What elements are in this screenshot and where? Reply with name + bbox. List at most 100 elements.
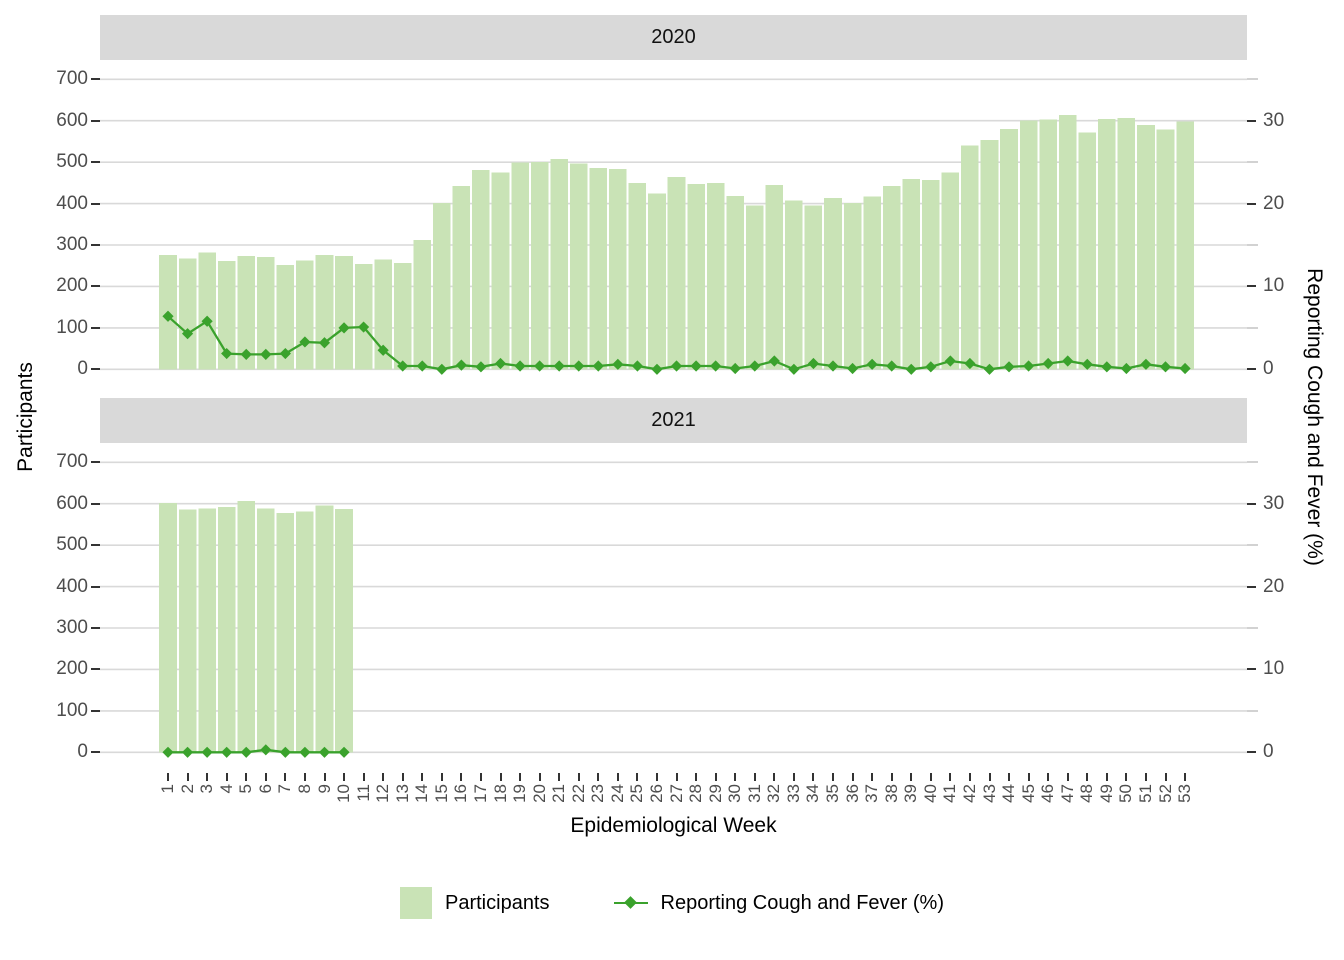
x-week-label: 47 [1057,784,1077,803]
participants-bar [1176,121,1194,370]
x-tick-mark [773,773,776,781]
y-left-tick-mark [91,668,100,671]
cough-fever-point [162,310,174,322]
cough-fever-point [749,360,761,372]
x-tick-mark [284,773,287,781]
y-left-tick-label: 700 [56,451,88,473]
cough-fever-point [573,360,585,372]
cough-fever-point [1003,361,1015,373]
x-week-label: 11 [353,784,373,802]
participants-bar [961,145,979,370]
participants-bar [941,172,960,370]
x-tick-mark [597,773,600,781]
x-week-label: 12 [373,784,393,803]
cough-fever-point [670,360,683,372]
x-week-label: 20 [529,784,549,803]
participants-bar [550,158,568,370]
x-week-label: 13 [392,784,412,803]
participants-swatch-icon [400,887,432,919]
panel-2020 [100,60,1247,390]
cough-fever-point [221,746,233,758]
y-right-minor-tick [1247,461,1258,464]
participants-bar [374,259,392,370]
legend-item-line: Reporting Cough and Fever (%) [613,887,944,919]
facet-strip-label-2020: 2020 [651,26,696,48]
y-left-tick-label: 200 [56,658,88,680]
x-week-label: 22 [568,784,588,803]
y-axis-title-right: Reporting Cough and Fever (%) [1303,268,1326,566]
x-week-label: 32 [764,784,784,803]
x-tick-mark [910,773,913,781]
x-tick-mark [656,773,658,781]
y-left-tick-mark [91,368,100,371]
participants-bar [354,264,373,370]
x-week-label: 21 [549,784,569,803]
y-left-tick-label: 0 [77,358,88,380]
cough-fever-point [710,360,722,372]
participants-bar [472,170,490,370]
y-left-tick-label: 200 [56,275,88,297]
x-week-label: 31 [744,784,764,803]
cough-fever-point [260,348,272,360]
legend-label-participants: Participants [445,891,550,914]
cough-fever-point [1042,357,1054,370]
x-week-label: 9 [314,784,334,794]
cough-fever-point [397,360,409,372]
participants-bar [1078,132,1097,370]
participants-bar [178,509,197,753]
x-tick-mark [519,773,522,781]
x-tick-mark [1105,773,1108,781]
cough-fever-point [553,360,565,372]
participants-bar [217,507,236,753]
x-tick-mark [753,773,756,781]
x-tick-mark [968,773,971,781]
x-tick-mark [714,773,717,781]
x-tick-mark [343,773,345,781]
participants-bar [980,140,999,370]
x-tick-mark [1066,773,1069,781]
x-tick-mark [929,773,932,781]
facet-strip-label-2021: 2021 [651,409,696,431]
y-left-tick-label: 600 [56,492,88,514]
participants-bar [530,162,549,370]
x-week-label: 46 [1038,784,1058,803]
diamond-point-icon [623,896,637,909]
y-right-tick-label: 10 [1263,658,1285,680]
x-tick-mark [616,773,619,781]
x-week-label: 16 [451,784,471,803]
y-left-tick-mark [91,161,100,164]
x-tick-mark [460,773,463,781]
x-week-label: 33 [783,784,803,803]
cough-fever-point [1101,361,1113,373]
x-tick-mark [303,773,306,781]
y-left-tick-label: 300 [56,234,88,255]
x-tick-mark [988,773,991,781]
facet-strip-2021: 2021 [100,398,1247,443]
participants-bar [296,511,314,753]
participants-bar [1019,120,1038,370]
x-week-label: 53 [1175,784,1195,803]
y-left-tick-mark [91,285,100,288]
y-left-tick-label: 400 [56,192,88,214]
participants-bar [315,505,334,753]
x-week-label: 2 [177,784,197,794]
participants-bar [628,182,647,370]
x-tick-mark [1086,773,1089,781]
x-tick-mark [792,773,795,781]
cough-fever-point [318,746,331,758]
x-week-label: 5 [236,784,256,794]
x-tick-mark [401,773,404,781]
y-right-tick-label: 30 [1263,109,1285,131]
x-week-label: 26 [647,784,666,803]
x-tick-mark [695,773,698,781]
x-tick-mark [499,773,502,781]
y-left-tick-mark [91,78,100,81]
participants-bar [1058,114,1077,370]
x-week-label: 10 [334,784,353,803]
x-week-label: 30 [725,784,745,803]
cough-fever-point [631,360,644,372]
y-right-minor-tick [1247,78,1258,81]
participants-bar [491,172,510,370]
x-week-label: 7 [275,784,295,794]
x-week-label: 45 [1018,784,1038,803]
